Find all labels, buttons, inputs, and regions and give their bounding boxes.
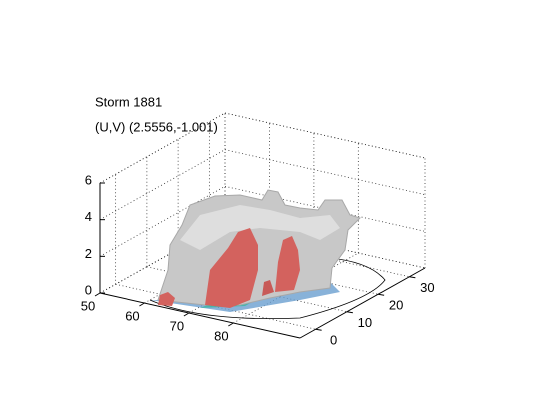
- y-tick-label: 20: [389, 298, 403, 313]
- x-tick: [183, 312, 190, 317]
- grid-line: [99, 149, 426, 221]
- chart-title: Storm 1881: [95, 94, 162, 109]
- y-tick-label: 30: [420, 280, 434, 295]
- rain-core: [262, 280, 274, 296]
- y-tick-label: 10: [358, 315, 372, 330]
- z-tick-label: 4: [85, 209, 92, 224]
- x-tick: [94, 292, 101, 297]
- x-tick: [228, 322, 234, 327]
- grid-line: [233, 143, 359, 324]
- x-tick: [139, 302, 145, 307]
- z-tick-label: 6: [85, 172, 92, 187]
- z-tick-label: 0: [85, 282, 92, 297]
- chart-subtitle: (U,V) (2.5556,-1.001): [95, 119, 218, 134]
- y-tick: [315, 328, 322, 331]
- axis-line: [99, 183, 426, 339]
- cloud-surface: [157, 189, 361, 306]
- x-tick-label: 70: [170, 318, 184, 333]
- rain-core: [205, 228, 258, 308]
- cloud-highlight: [180, 205, 340, 250]
- y-tick: [378, 293, 385, 296]
- grid-line: [99, 112, 426, 184]
- y-tick-label: 0: [330, 333, 337, 348]
- y-tick: [409, 276, 416, 279]
- y-tick: [346, 311, 353, 314]
- rain-core: [158, 292, 175, 306]
- z-tick-label: 2: [85, 246, 92, 261]
- tick-labels: 50 60 70 80 0 10 20 30 0 2 4 6: [81, 172, 435, 347]
- x-tick-label: 80: [214, 328, 228, 343]
- x-tick-label: 50: [81, 298, 95, 313]
- rain-core: [275, 236, 300, 292]
- isosurfaces: [149, 189, 386, 320]
- x-tick-label: 60: [125, 308, 139, 323]
